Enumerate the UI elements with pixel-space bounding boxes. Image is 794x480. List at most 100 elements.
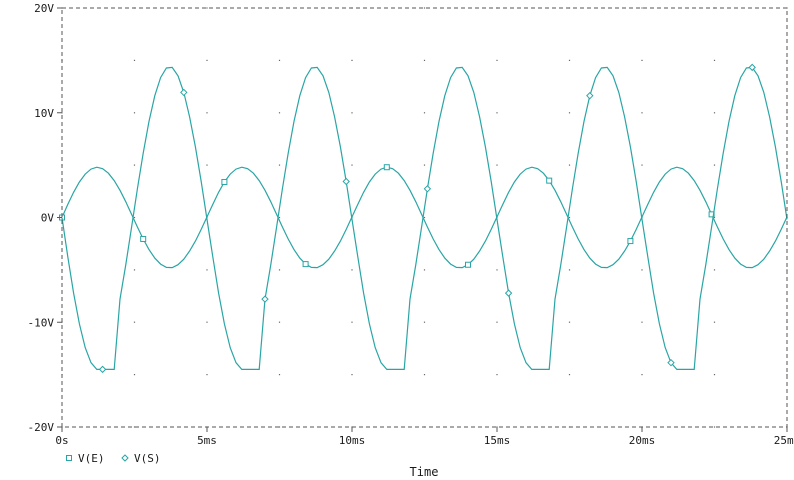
x-tick-label: 25ms <box>774 434 794 447</box>
legend-label: V(S) <box>134 452 161 465</box>
grid-dot <box>713 374 716 376</box>
grid-dot <box>496 321 498 323</box>
grid-dot <box>568 374 571 376</box>
series-group <box>59 63 788 374</box>
data-point <box>465 261 471 268</box>
grid-dot <box>133 59 136 61</box>
grid-dot <box>641 374 643 376</box>
x-axis-label: Time <box>410 465 439 479</box>
data-point <box>586 91 594 100</box>
grid-dot <box>133 426 136 428</box>
grid-dot <box>351 112 353 114</box>
data-point <box>221 178 228 185</box>
data-point <box>546 177 553 184</box>
data-point <box>261 295 269 303</box>
grid-dot <box>133 374 136 376</box>
grid-dot <box>206 269 208 271</box>
grid-dot <box>206 59 208 61</box>
grid-dot <box>568 164 571 166</box>
grid-dot <box>423 7 426 9</box>
grid-dot <box>641 269 643 271</box>
grid-dot <box>206 321 208 323</box>
grid-dot <box>568 321 571 323</box>
grid-dot <box>786 374 788 376</box>
plot-frame <box>61 7 788 428</box>
grid-dot <box>278 164 281 166</box>
grid-dot <box>278 269 281 271</box>
grid-dot <box>713 59 716 61</box>
grid-dot <box>713 426 716 428</box>
grid-dot <box>206 164 208 166</box>
grid-dot <box>641 164 643 166</box>
grid-dot <box>641 59 643 61</box>
grid-dot <box>133 164 136 166</box>
grid-dot <box>351 321 353 323</box>
y-tick-label: -20V <box>28 421 55 434</box>
grid-dot <box>423 216 426 219</box>
series-line-ve <box>61 166 788 269</box>
data-point <box>302 261 309 268</box>
grid-dot <box>423 321 426 323</box>
grid-dot <box>351 374 353 376</box>
y-tick-label: 10V <box>34 107 54 120</box>
grid <box>61 7 788 428</box>
grid-dot <box>133 269 136 271</box>
y-tick-label: -10V <box>28 316 55 329</box>
grid-dot <box>713 164 716 166</box>
x-tick-label: 15ms <box>484 434 511 447</box>
grid-dot <box>641 321 643 323</box>
y-tick-label: 20V <box>34 2 54 15</box>
x-tick-label: 20ms <box>629 434 656 447</box>
grid-dot <box>278 426 281 428</box>
grid-dot <box>206 7 208 9</box>
grid-dot <box>133 321 136 323</box>
grid-dot <box>496 374 498 376</box>
grid-dot <box>641 7 643 9</box>
grid-dot <box>133 112 136 114</box>
grid-dot <box>423 59 426 61</box>
grid-dot <box>786 269 788 271</box>
grid-dot <box>423 164 426 166</box>
grid-dot <box>496 269 498 271</box>
grid-dot <box>206 374 208 376</box>
grid-dot <box>423 269 426 271</box>
grid-dot <box>278 59 281 61</box>
data-point <box>383 164 390 171</box>
grid-dot <box>713 216 716 219</box>
data-point <box>98 365 107 374</box>
data-point <box>667 358 675 367</box>
grid-dot <box>641 112 643 114</box>
grid-dot <box>496 112 498 114</box>
legend-label: V(E) <box>78 452 105 465</box>
grid-dot <box>496 164 498 166</box>
grid-dot <box>496 59 498 61</box>
data-point <box>140 235 147 242</box>
data-point <box>748 63 756 72</box>
legend: V(E) V(S) <box>66 452 161 465</box>
grid-dot <box>278 321 281 323</box>
grid-dot <box>278 112 281 114</box>
grid-dot <box>423 374 426 376</box>
data-point <box>342 177 350 186</box>
grid-dot <box>133 216 136 219</box>
series-line-vs <box>61 66 788 370</box>
y-tick-label: 0V <box>41 212 55 225</box>
grid-dot <box>278 216 281 219</box>
grid-dot <box>351 164 353 166</box>
x-tick-label: 0s <box>55 434 68 447</box>
grid-dot <box>568 59 571 61</box>
data-point <box>627 238 634 245</box>
grid-dot <box>351 59 353 61</box>
grid-dot <box>568 112 571 114</box>
data-point <box>423 185 432 193</box>
x-tick-label: 5ms <box>197 434 217 447</box>
grid-dot <box>713 321 716 323</box>
grid-dot <box>713 112 716 114</box>
grid-dot <box>568 216 571 219</box>
grid-dot <box>568 269 571 271</box>
grid-dot <box>423 112 426 114</box>
legend-square-icon <box>66 455 72 461</box>
grid-dot <box>713 269 716 271</box>
